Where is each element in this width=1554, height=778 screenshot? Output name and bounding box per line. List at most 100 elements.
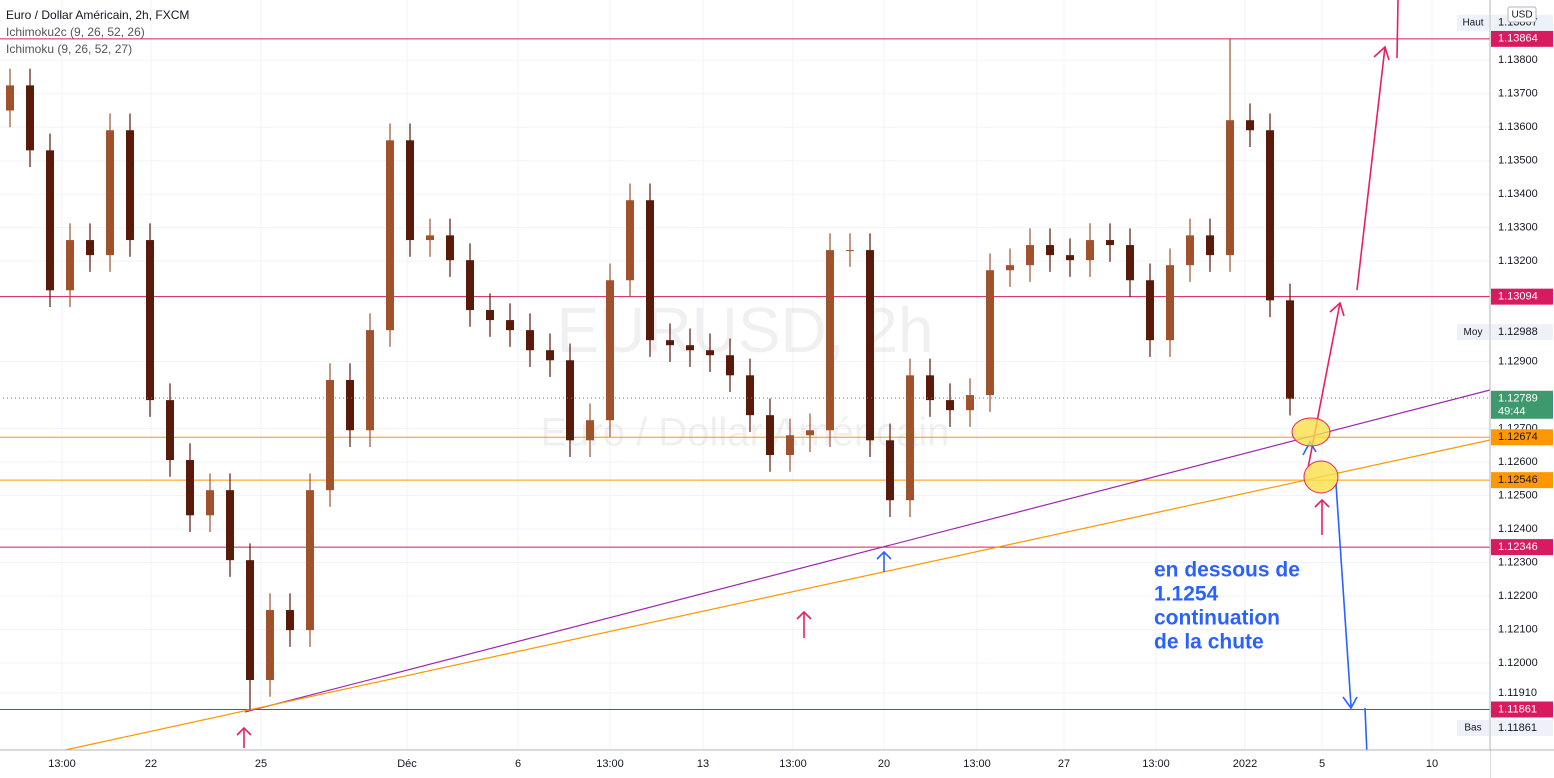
candle-body <box>266 610 274 681</box>
arrow <box>236 726 252 748</box>
stat-label: Moy <box>1464 327 1483 338</box>
candle-body <box>686 345 694 351</box>
candle-body <box>766 415 774 456</box>
y-tick-label: 1.13500 <box>1498 155 1538 167</box>
candle-body <box>886 440 894 501</box>
candle-body <box>1026 245 1034 266</box>
candle-body <box>446 235 454 261</box>
candle-body <box>966 395 974 411</box>
stat-value-box <box>1491 14 1553 31</box>
candle-body <box>1226 120 1234 256</box>
candle-body <box>606 280 614 421</box>
candle-body <box>1186 235 1194 266</box>
stat-label-box <box>1457 720 1489 736</box>
candle-body <box>986 270 994 396</box>
candle-body <box>906 375 914 501</box>
arrow <box>876 550 892 572</box>
candle-body <box>1146 280 1154 341</box>
candle-body <box>66 240 74 291</box>
candle-body <box>206 490 214 516</box>
candle-body <box>346 380 354 431</box>
x-tick-label: 20 <box>878 758 890 770</box>
y-tick-label: 1.12600 <box>1498 456 1538 468</box>
y-tick-label: 1.13300 <box>1498 222 1538 234</box>
candle-body <box>126 130 134 241</box>
candle-body <box>1066 255 1074 261</box>
arrow <box>1356 45 1390 291</box>
price-tag-label: 1.12674 <box>1498 431 1538 443</box>
candle-body <box>806 430 814 436</box>
x-tick-label: 13:00 <box>1142 758 1170 770</box>
price-tag-label: 1.13094 <box>1498 291 1538 303</box>
price-tag <box>1491 472 1553 489</box>
candle-body <box>586 420 594 441</box>
candles <box>6 38 1294 710</box>
y-tick-label: 1.12300 <box>1498 556 1538 568</box>
candle-body <box>46 150 54 291</box>
candle-body <box>1106 240 1114 246</box>
price-tag <box>1491 539 1553 556</box>
candle-body <box>1006 265 1014 271</box>
last-price-tag <box>1491 390 1553 419</box>
stat-label-box <box>1457 324 1489 341</box>
candle-body <box>866 250 874 441</box>
price-tag-label: 1.12546 <box>1498 474 1538 486</box>
candle-body <box>226 490 234 561</box>
candle-body <box>486 310 494 321</box>
x-tick-label: 25 <box>255 758 267 770</box>
candle-body <box>1246 120 1254 131</box>
price-tag-label: 1.13864 <box>1498 33 1538 45</box>
candle-body <box>386 140 394 331</box>
annotation-line: 1.1254 <box>1154 583 1219 606</box>
last-price-label: 1.12789 <box>1498 393 1538 405</box>
x-tick-label: 13:00 <box>779 758 807 770</box>
y-tick-label: 1.13600 <box>1498 121 1538 133</box>
y-tick-label: 1.11910 <box>1498 687 1537 699</box>
y-tick-label: 1.13400 <box>1498 188 1538 200</box>
candle-body <box>746 375 754 416</box>
countdown: 49:44 <box>1498 406 1526 418</box>
price-tag-label: 1.12346 <box>1498 541 1538 553</box>
candle-body <box>626 200 634 281</box>
indicator: Ichimoku2c (9, 26, 52, 26) <box>6 25 145 39</box>
stat-value-box <box>1491 324 1553 341</box>
arrow <box>1396 0 1399 59</box>
y-tick-label: 1.12500 <box>1498 489 1538 501</box>
price-tag <box>1491 701 1553 718</box>
candle-body <box>566 360 574 441</box>
candle-body <box>186 460 194 516</box>
candle-body <box>166 400 174 461</box>
stat-value: 1.12988 <box>1498 326 1538 338</box>
candle-body <box>326 380 334 491</box>
candle-body <box>846 250 854 252</box>
currency: USD <box>1511 10 1532 21</box>
stat-value-box <box>1491 720 1553 736</box>
highlight <box>1303 460 1339 494</box>
annotation-line: de la chute <box>1154 631 1264 654</box>
y-tick-label: 1.13800 <box>1498 54 1538 66</box>
arrow <box>796 610 812 638</box>
annotation-line: continuation <box>1154 607 1280 630</box>
candle-body <box>546 350 554 361</box>
candle-body <box>86 240 94 256</box>
x-tick-label: 6 <box>515 758 521 770</box>
candle-body <box>1206 235 1214 256</box>
candle-body <box>786 435 794 456</box>
time-axis <box>0 750 1490 778</box>
stat-label: Bas <box>1464 723 1481 734</box>
highlight <box>1291 417 1331 447</box>
currency-box <box>1507 6 1537 23</box>
y-tick-label: 1.12000 <box>1498 657 1538 669</box>
indicator: Ichimoku (9, 26, 52, 27) <box>6 42 132 56</box>
candle-body <box>406 140 414 241</box>
candle-body <box>1166 265 1174 341</box>
arrow <box>1314 498 1330 535</box>
candle-body <box>706 350 714 356</box>
trendline <box>64 439 1491 751</box>
candle-body <box>826 250 834 431</box>
candle-body <box>466 260 474 311</box>
y-tick-label: 1.13200 <box>1498 255 1538 267</box>
